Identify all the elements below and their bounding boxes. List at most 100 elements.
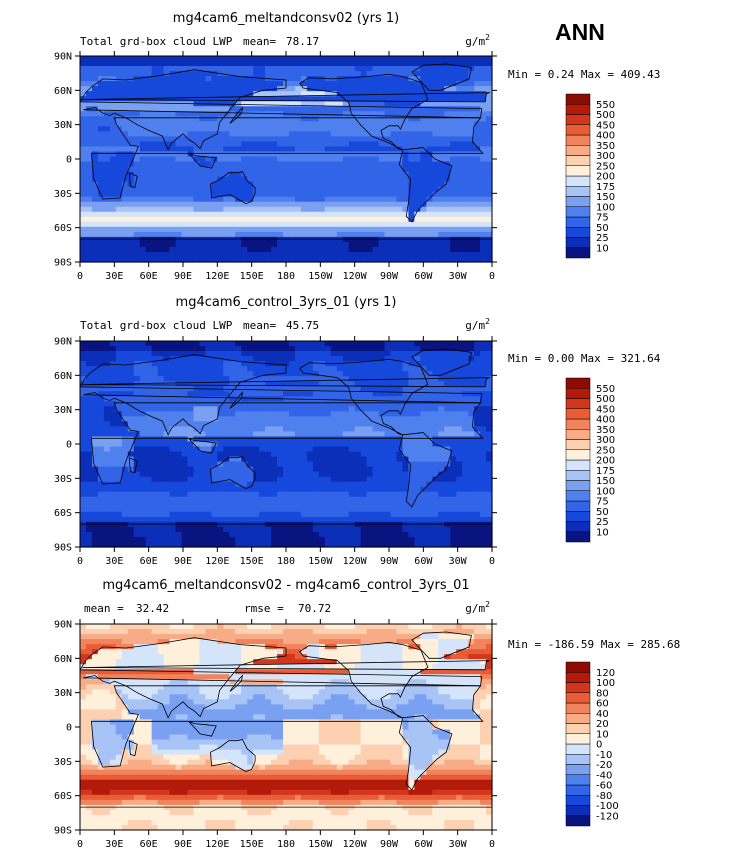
- heatmap-cell: [175, 91, 183, 97]
- heatmap-cell: [390, 211, 398, 218]
- heatmap-cell: [145, 121, 153, 127]
- heatmap-cell: [396, 121, 404, 127]
- heatmap-cell: [259, 136, 266, 143]
- heatmap-cell: [259, 411, 266, 417]
- heatmap-cell: [312, 176, 320, 183]
- heatmap-cell: [253, 341, 260, 347]
- heatmap-cell: [390, 111, 398, 117]
- heatmap-cell: [223, 381, 230, 387]
- heatmap-cell: [324, 391, 332, 397]
- heatmap-cell: [277, 461, 284, 468]
- heatmap-cell: [133, 381, 141, 387]
- heatmap-cell: [229, 241, 236, 248]
- heatmap-cell: [187, 356, 195, 362]
- heatmap-cell: [187, 466, 195, 473]
- heatmap-cell: [121, 146, 129, 153]
- heatmap-cell: [211, 481, 218, 488]
- heatmap-cell: [253, 401, 260, 407]
- heatmap-cell: [163, 71, 171, 77]
- heatmap-cell: [330, 431, 338, 438]
- heatmap-cell: [97, 361, 105, 367]
- heatmap-cell: [342, 466, 350, 473]
- heatmap-cell: [241, 86, 248, 92]
- heatmap-cell: [211, 146, 218, 153]
- heatmap-cell: [259, 436, 266, 443]
- heatmap-cell: [456, 456, 463, 463]
- heatmap-cell: [127, 236, 135, 243]
- heatmap-cell: [336, 421, 344, 428]
- heatmap-cell: [288, 206, 296, 213]
- heatmap-cell: [109, 371, 117, 377]
- heatmap-cell: [288, 386, 296, 392]
- heatmap-cell: [127, 241, 135, 248]
- heatmap-cell: [456, 431, 463, 438]
- heatmap-cell: [247, 191, 254, 198]
- heatmap-cell: [139, 441, 147, 448]
- heatmap-cell: [229, 161, 236, 168]
- heatmap-cell: [157, 431, 165, 438]
- heatmap-cell: [205, 151, 212, 158]
- heatmap-cell: [187, 426, 195, 433]
- x-tick-label: 30W: [449, 271, 468, 282]
- heatmap-cell: [115, 91, 123, 97]
- heatmap-cell: [456, 111, 463, 117]
- heatmap-cell: [342, 221, 350, 228]
- heatmap-cell: [229, 391, 236, 397]
- heatmap-cell: [288, 196, 296, 203]
- heatmap-cell: [283, 386, 290, 392]
- heatmap-cell: [211, 251, 218, 258]
- heatmap-cell: [253, 186, 260, 193]
- heatmap-cell: [384, 471, 392, 478]
- heatmap-cell: [85, 396, 93, 402]
- heatmap-cell: [205, 196, 212, 203]
- heatmap-cell: [97, 431, 105, 438]
- heatmap-cell: [175, 346, 183, 352]
- heatmap-cell: [277, 121, 284, 127]
- heatmap-cell: [402, 111, 410, 117]
- heatmap-cell: [80, 206, 87, 213]
- heatmap-cell: [408, 431, 415, 438]
- heatmap-cell: [312, 241, 320, 248]
- heatmap-cell: [384, 451, 392, 458]
- heatmap-cell: [187, 431, 195, 438]
- heatmap-cell: [348, 196, 356, 203]
- heatmap-cell: [456, 86, 463, 92]
- heatmap-cell: [193, 351, 201, 357]
- heatmap-cell: [217, 376, 224, 382]
- heatmap-cell: [127, 136, 135, 143]
- heatmap-cell: [283, 61, 290, 67]
- heatmap-cell: [324, 256, 332, 263]
- heatmap-cell: [271, 101, 278, 107]
- heatmap-cell: [354, 126, 362, 132]
- heatmap-cell: [187, 411, 195, 417]
- heatmap-cell: [330, 481, 338, 488]
- heatmap-cell: [85, 226, 93, 233]
- heatmap-cell: [462, 86, 469, 92]
- heatmap-cell: [384, 161, 392, 168]
- heatmap-cell: [462, 96, 469, 102]
- heatmap-cell: [366, 231, 374, 238]
- heatmap-cell: [366, 396, 374, 402]
- heatmap-cell: [456, 141, 463, 148]
- heatmap-cell: [396, 456, 404, 463]
- heatmap-cell: [390, 221, 398, 228]
- heatmap-cell: [414, 391, 421, 397]
- heatmap-cell: [408, 201, 415, 208]
- heatmap-cell: [312, 371, 320, 377]
- heatmap-cell: [121, 76, 129, 82]
- heatmap-cell: [420, 96, 427, 102]
- heatmap-cell: [127, 471, 135, 478]
- heatmap-cell: [300, 351, 308, 357]
- heatmap-cell: [402, 136, 410, 143]
- heatmap-cell: [85, 76, 93, 82]
- heatmap-cell: [468, 381, 475, 387]
- heatmap-cell: [390, 131, 398, 137]
- heatmap-cell: [217, 91, 224, 97]
- heatmap-cell: [265, 411, 272, 417]
- heatmap-cell: [91, 426, 99, 433]
- heatmap-cell: [181, 356, 189, 362]
- heatmap-cell: [109, 416, 117, 422]
- heatmap-cell: [151, 116, 159, 122]
- heatmap-cell: [169, 376, 177, 382]
- heatmap-cell: [462, 81, 469, 87]
